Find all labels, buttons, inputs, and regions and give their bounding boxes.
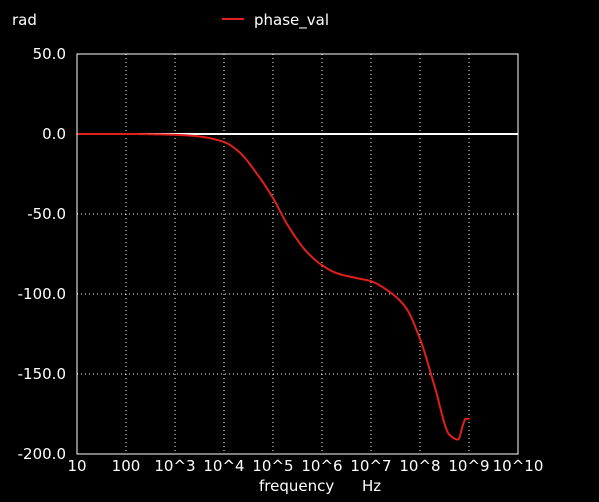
data-point (321, 264, 323, 267)
x-tick-label: 100 (112, 457, 141, 475)
y-tick-label: 50.0 (33, 45, 66, 63)
x-tick-label: 10 (67, 457, 86, 475)
data-point (384, 288, 387, 291)
data-point (464, 418, 467, 420)
x-tick-label: 10^4 (203, 457, 244, 475)
grid-lines (76, 53, 519, 455)
data-point (223, 141, 225, 143)
x-axis-label: frequency (259, 477, 334, 495)
data-point (370, 280, 372, 283)
data-point (125, 133, 127, 135)
x-tick-label: 10^5 (252, 457, 293, 475)
y-tick-label: -50.0 (27, 205, 66, 223)
data-point (306, 251, 309, 254)
data-point (174, 134, 176, 136)
data-point (237, 150, 240, 153)
x-tick-label: 10^7 (350, 457, 391, 475)
y-tick-label: 0.0 (42, 125, 66, 143)
data-point (197, 135, 200, 138)
x-tick-label: 10^10 (493, 457, 544, 475)
data-point (462, 424, 464, 427)
data-point (272, 197, 274, 199)
y-tick-labels: 50.0 0.0 -50.0 -100.0 -150.0 -200.0 (18, 45, 66, 463)
data-point (433, 386, 436, 388)
y-tick-label: -200.0 (18, 445, 66, 463)
series-layer (76, 133, 470, 441)
y-tick-label: -100.0 (18, 285, 66, 303)
plot-frame (76, 53, 519, 455)
data-point (457, 438, 459, 441)
x-tick-labels: 10 100 10^3 10^4 10^5 10^6 10^7 10^8 10^9 10^10 (67, 457, 543, 475)
x-tick-label: 10^3 (154, 457, 195, 475)
y-tick-label: -150.0 (18, 365, 66, 383)
x-tick-label: 10^6 (301, 457, 342, 475)
legend: phase_val (222, 11, 329, 30)
data-point (404, 306, 407, 308)
data-point (355, 277, 358, 279)
x-tick-label: 10^9 (448, 457, 489, 475)
data-point (419, 338, 421, 340)
data-point (286, 224, 289, 226)
data-point (448, 434, 451, 436)
data-point (468, 418, 470, 420)
x-tick-label: 10^8 (399, 457, 440, 475)
legend-label: phase_val (254, 11, 329, 30)
data-point (257, 174, 260, 177)
x-unit-label: Hz (362, 477, 381, 495)
data-point (335, 272, 338, 275)
y-unit-label: rad (12, 11, 37, 29)
